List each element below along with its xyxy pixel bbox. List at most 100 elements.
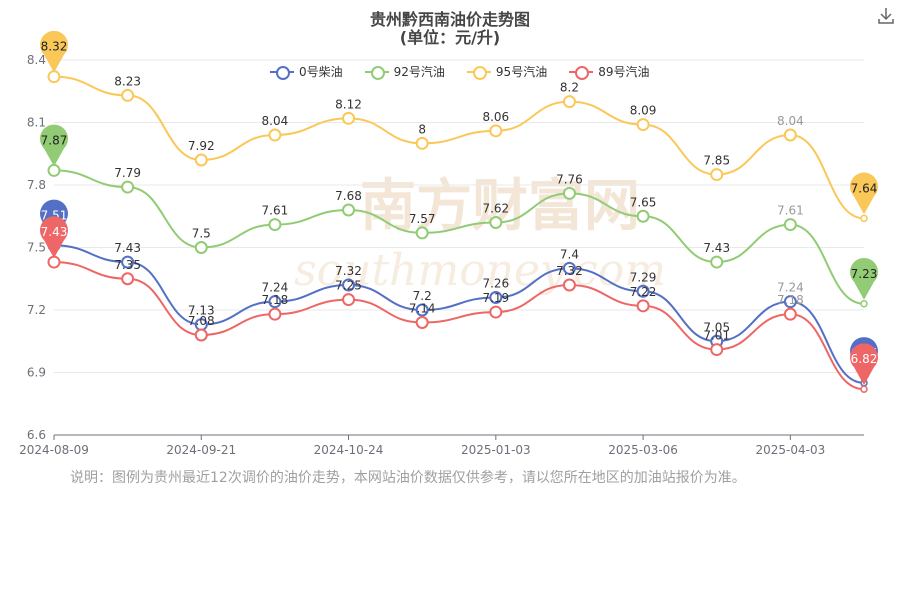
data-point (121, 255, 135, 269)
data-point (415, 316, 429, 329)
data-point (489, 305, 503, 319)
x-tick-label: 2025-03-06 (608, 443, 678, 457)
data-label: 7.32 (335, 264, 362, 278)
series-line-1 (53, 169, 865, 305)
data-label: 7.61 (262, 204, 289, 218)
data-point (636, 209, 650, 223)
data-label: 7.85 (703, 154, 730, 168)
data-label: 7.08 (188, 314, 215, 328)
chart-subtitle: (单位：元/升) (399, 28, 501, 47)
legend-marker-icon (270, 65, 294, 80)
data-label: 7.62 (482, 202, 509, 216)
legend-marker-icon (364, 65, 389, 80)
data-point (783, 307, 797, 321)
legend-item[interactable]: 95号汽油 (466, 63, 548, 80)
data-label: 7.22 (630, 285, 657, 299)
legend-label: 95号汽油 (495, 65, 548, 79)
data-point (268, 295, 282, 309)
data-point (489, 124, 503, 138)
data-label: 7.92 (188, 139, 215, 153)
data-label: 8.09 (630, 104, 657, 118)
legend-item[interactable]: 92号汽油 (364, 63, 445, 80)
data-point (47, 255, 61, 269)
data-label: 7.43 (114, 241, 141, 255)
chart-note: 说明：图例为贵州最近12次调价的油价走势，本网站油价数据仅供参考，请以您所在地区… (70, 470, 746, 486)
legend-marker-icon (466, 65, 491, 80)
data-point (121, 88, 135, 102)
x-tick-label: 2024-10-24 (314, 443, 384, 457)
data-label: 7.14 (409, 302, 436, 316)
x-tick-label: 2025-01-03 (461, 443, 531, 457)
data-label: 7.25 (335, 279, 362, 293)
first-point-pin: 7.87 (40, 124, 69, 167)
data-point (783, 295, 797, 309)
data-label: 7.76 (556, 172, 583, 186)
legend-label: 0号柴油 (299, 65, 343, 79)
data-label: 7.19 (482, 291, 509, 305)
data-label: 7.18 (262, 293, 289, 307)
last-point-pin: 6.82 (850, 343, 879, 386)
data-label: 7.01 (703, 329, 730, 343)
data-label: 7.32 (556, 264, 583, 278)
data-point (415, 136, 429, 150)
legend-label: 92号汽油 (393, 65, 445, 79)
data-point (562, 95, 576, 109)
data-label: 7.2 (413, 289, 432, 303)
data-label: 7.13 (188, 304, 215, 318)
data-point (489, 216, 503, 229)
data-label: 7.29 (630, 270, 657, 284)
data-point (710, 255, 724, 269)
data-label: 7.65 (630, 195, 657, 209)
pin-label: 7.43 (41, 225, 68, 239)
last-point-pin: 7.64 (850, 172, 879, 215)
y-tick-label: 8.1 (27, 116, 46, 130)
data-point (710, 168, 724, 182)
data-point (860, 385, 868, 393)
first-point-pin: 8.32 (39, 30, 69, 73)
data-label: 8.04 (777, 114, 804, 128)
data-label: 8.12 (335, 97, 362, 111)
pin-label: 7.64 (851, 181, 878, 195)
pin-label: 8.32 (41, 40, 68, 54)
data-point (342, 278, 356, 292)
data-label: 8.06 (482, 110, 509, 124)
data-point (194, 241, 208, 254)
data-point (860, 300, 868, 308)
data-label: 7.57 (409, 212, 436, 226)
data-point (47, 163, 61, 177)
data-label: 7.4 (560, 247, 579, 261)
download-icon[interactable] (876, 6, 896, 26)
last-point-pin: 7.23 (850, 257, 879, 300)
chart-legend: 0号柴油 92号汽油 95号汽油 89号汽油 (270, 63, 649, 80)
data-point (783, 128, 797, 142)
pin-label: 6.82 (851, 352, 878, 366)
x-tick-label: 2024-08-09 (19, 443, 89, 457)
legend-item[interactable]: 89号汽油 (569, 63, 649, 80)
data-label: 7.35 (114, 258, 141, 272)
series-line-2 (53, 75, 865, 220)
first-point-pin: 7.43 (40, 216, 69, 259)
data-point (415, 226, 429, 240)
data-label: 8.23 (114, 74, 141, 88)
data-point (783, 218, 797, 232)
data-label: 7.18 (777, 293, 804, 307)
data-label: 8.04 (262, 114, 289, 128)
data-label: 7.5 (192, 227, 211, 241)
data-point (415, 303, 429, 317)
data-label: 7.24 (777, 281, 804, 295)
data-label: 7.05 (703, 320, 730, 334)
data-point (47, 70, 61, 84)
watermark-en: southmoney.com (294, 245, 666, 296)
legend-marker-icon (569, 65, 594, 80)
legend-item[interactable]: 0号柴油 (270, 63, 343, 80)
data-point (121, 272, 135, 286)
series-line-3 (53, 261, 865, 391)
data-label: 7.43 (703, 241, 730, 255)
y-tick-label: 6.9 (27, 366, 46, 380)
data-point (268, 307, 282, 321)
x-tick-label: 2025-04-03 (755, 443, 825, 457)
data-point (194, 328, 208, 342)
data-label: 8 (418, 122, 426, 136)
data-point (342, 111, 356, 125)
